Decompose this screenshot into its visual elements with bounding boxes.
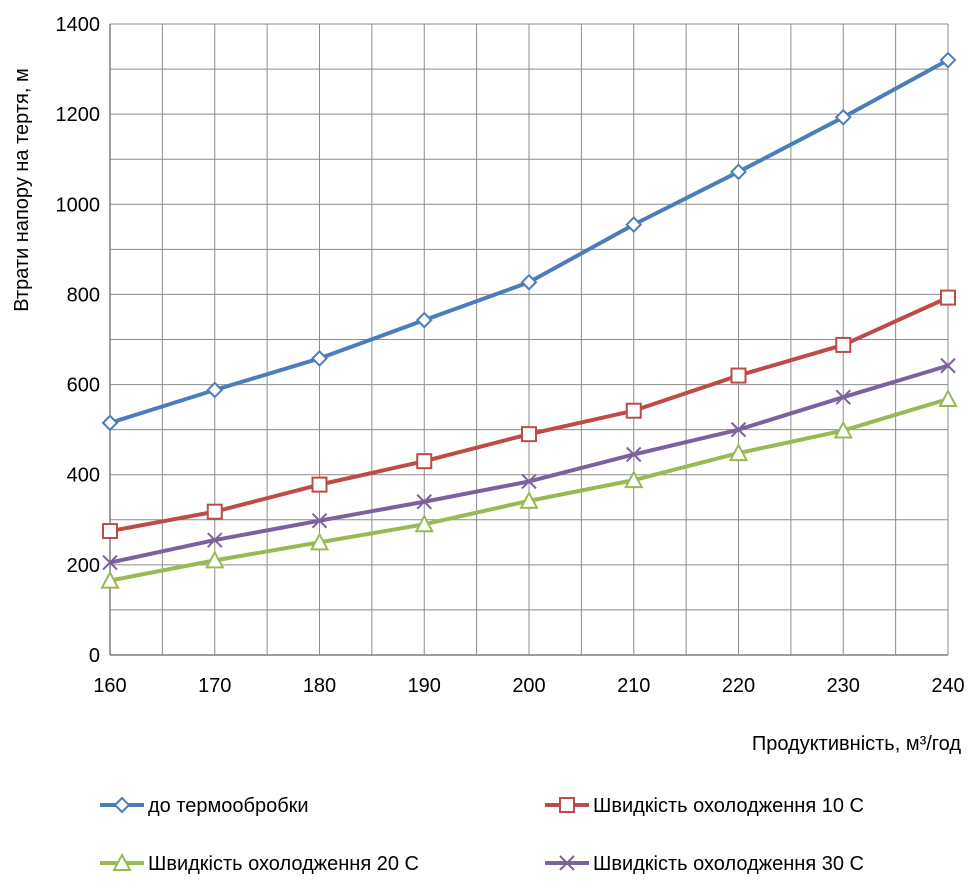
data-point	[101, 414, 119, 432]
x-axis-label: Продуктивність, м³/год	[752, 733, 961, 755]
data-point	[730, 421, 747, 438]
legend-label: до термообробки	[148, 795, 309, 817]
data-point	[728, 442, 749, 462]
data-point	[834, 108, 852, 126]
data-point	[730, 163, 747, 181]
data-point	[625, 216, 643, 233]
data-point	[519, 490, 539, 509]
data-point	[311, 476, 328, 493]
legend-label: Швидкість охолодження 20 С	[148, 853, 419, 875]
data-point	[206, 381, 224, 399]
data-point	[102, 554, 118, 571]
data-point	[730, 367, 747, 384]
data-point	[415, 311, 433, 329]
y-tick-label: 600	[67, 375, 100, 397]
data-point	[940, 357, 956, 374]
x-tick-label: 170	[198, 675, 231, 697]
y-tick-label: 1400	[56, 14, 101, 36]
y-axis-label: Втрати напору на тертя, м	[11, 68, 33, 311]
data-point	[940, 289, 956, 306]
x-tick-label: 230	[827, 675, 860, 697]
series-markers	[100, 51, 958, 589]
x-tick-label: 240	[931, 675, 964, 697]
y-tick-label: 0	[89, 645, 100, 667]
axes	[109, 24, 948, 656]
legend-swatch-marker	[559, 855, 575, 871]
x-tick-label: 190	[408, 675, 441, 697]
y-tick-label: 1000	[56, 194, 101, 216]
legend: до термообробки Швидкість охолодження 10 …	[100, 795, 864, 875]
data-point	[626, 446, 642, 463]
y-tick-label: 800	[67, 284, 100, 306]
tick-labels: 0 200 400 600 800 1000 1200 1400 160 170 180 190 200…	[56, 14, 965, 697]
legend-label: Швидкість охолодження 30 С	[593, 853, 864, 875]
x-tick-label: 180	[303, 675, 336, 697]
legend-swatch-marker	[112, 852, 132, 871]
data-point	[311, 350, 328, 367]
x-tick-label: 160	[93, 675, 126, 697]
data-point	[102, 523, 118, 540]
x-tick-label: 210	[617, 675, 650, 697]
x-tick-label: 200	[512, 675, 545, 697]
y-tick-label: 400	[67, 465, 100, 487]
legend-item: Швидкість охолодження 10 С	[545, 795, 864, 817]
legend-label: Швидкість охолодження 10 С	[593, 795, 864, 817]
legend-swatch-marker	[113, 796, 131, 814]
legend-item: до термообробки	[100, 795, 309, 817]
data-point	[311, 512, 328, 529]
data-point	[309, 532, 330, 551]
data-point	[205, 550, 225, 569]
grid	[109, 23, 949, 656]
data-point	[625, 402, 642, 419]
data-point	[207, 532, 223, 548]
data-point	[414, 514, 434, 533]
data-point	[416, 494, 432, 510]
legend-item: Швидкість охолодження 20 С	[100, 852, 419, 875]
data-point	[100, 570, 120, 589]
data-point	[939, 51, 957, 69]
data-point	[835, 389, 851, 405]
data-point	[206, 503, 223, 520]
y-tick-label: 200	[67, 555, 100, 577]
data-point	[835, 336, 852, 353]
x-tick-label: 220	[722, 675, 755, 697]
data-point	[521, 473, 537, 490]
data-point	[833, 420, 853, 439]
data-point	[521, 426, 537, 443]
y-tick-label: 1200	[56, 104, 101, 126]
legend-item: Швидкість охолодження 30 С	[545, 853, 864, 875]
data-point	[520, 273, 538, 291]
legend-swatch-marker	[559, 797, 575, 813]
data-point	[416, 453, 433, 470]
data-point	[938, 388, 958, 407]
data-point	[624, 469, 644, 489]
